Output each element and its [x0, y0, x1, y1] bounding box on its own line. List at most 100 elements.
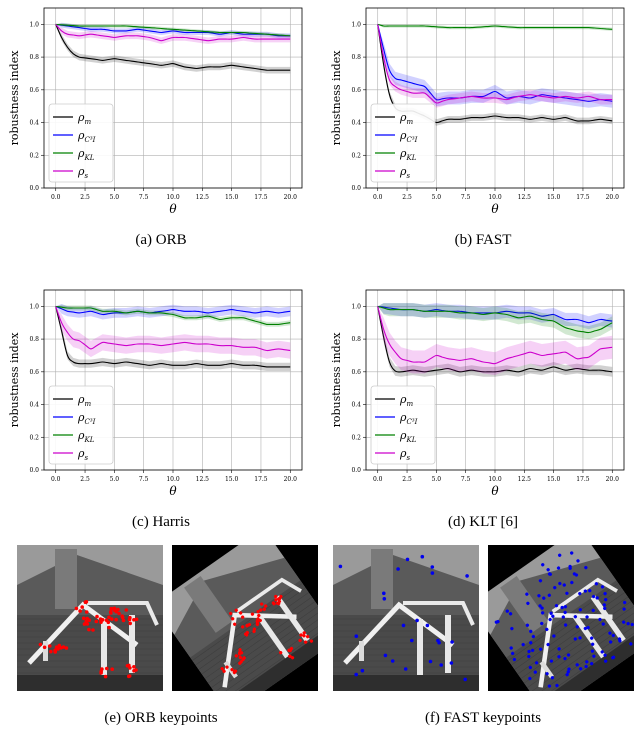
keypoint-dot [574, 573, 579, 577]
y-tick-label: 0.0 [29, 467, 39, 474]
band-kl [377, 303, 613, 340]
brick-course [220, 623, 318, 691]
keypoint-dot [578, 667, 583, 671]
keypoint-dot [529, 641, 533, 645]
keypoint-dot [53, 649, 57, 654]
legend-box [48, 385, 114, 465]
keypoint-dot [570, 580, 574, 585]
keypoint-dot [107, 625, 111, 630]
keypoint-dot [85, 622, 90, 626]
window-trim [539, 660, 554, 679]
x-tick-label: 10.0 [166, 476, 180, 483]
series-line-c3i [55, 23, 291, 37]
keypoint-dot [82, 622, 87, 626]
x-tick-label: 17.5 [254, 194, 268, 201]
keypoint-dot [563, 623, 568, 627]
chart-fast: 0.0 2.5 5.0 7.5 10.0 12.5 15.0 17.5 20.0 0.0 0.2 0.… [330, 7, 625, 216]
x-tick-label: 2.5 [80, 476, 90, 483]
keypoint-dot [299, 633, 303, 637]
keypoint-dot [509, 646, 513, 650]
legend-label: ρs [77, 447, 88, 462]
keypoint-dot [576, 559, 580, 563]
column-right [274, 595, 310, 643]
keypoint-dot [238, 661, 242, 665]
keypoint-dot [302, 634, 306, 638]
keypoint-dot [127, 674, 132, 678]
x-tick-label: 12.5 [518, 476, 532, 483]
brick-course [214, 614, 318, 691]
keypoint-dot [338, 564, 343, 569]
keypoint-dot [238, 611, 243, 615]
keypoint-dot [114, 609, 118, 614]
house-scene [172, 545, 318, 691]
keypoint-dot [568, 566, 572, 570]
column-right [129, 615, 135, 673]
x-axis-label: θ [491, 484, 499, 498]
column-right [590, 595, 626, 643]
fast-keypoints-image-rotated [488, 545, 634, 691]
keypoint-dot [390, 659, 395, 663]
keypoint-dot [49, 649, 53, 654]
keypoint-dot [525, 623, 530, 627]
caption-klt-chart: (d) KLT [6] [448, 514, 518, 530]
keypoint-dot [228, 611, 233, 616]
keypoint-dot [556, 566, 561, 570]
keypoint-dot [527, 649, 531, 654]
keypoint-dot [528, 676, 532, 681]
legend-box [370, 385, 436, 465]
keypoint-dot [566, 670, 570, 674]
keypoint-dot [42, 645, 47, 650]
keypoint-dot [410, 638, 414, 643]
keypoint-dot [84, 610, 89, 614]
keypoint-dot [430, 571, 435, 575]
keypoint-dot [112, 606, 117, 611]
x-tick-label: 10.0 [488, 194, 502, 201]
chimney [500, 576, 549, 633]
keypoint-dot [257, 613, 261, 618]
keypoint-dot [622, 607, 626, 611]
brick-course [514, 592, 625, 670]
keypoint-dot [121, 618, 126, 623]
keypoint-dot [124, 608, 129, 612]
keypoint-dot [603, 653, 607, 657]
band-m [55, 24, 291, 74]
house-scene [488, 545, 634, 691]
x-tick-label: 10.0 [166, 194, 180, 201]
caption-harris-chart: (c) Harris [132, 514, 190, 530]
keypoint-dot [578, 591, 582, 596]
keypoint-dot [91, 628, 95, 632]
keypoint-dot [298, 638, 302, 643]
keypoint-dot [592, 654, 596, 658]
keypoint-dot [540, 621, 544, 626]
brick-course [527, 610, 634, 688]
keypoint-dot [538, 604, 542, 608]
keypoint-dot [354, 634, 359, 638]
y-tick-label: 0.6 [351, 369, 361, 376]
keypoint-dot [546, 642, 550, 647]
keypoint-dot [551, 614, 555, 618]
keypoint-dot [590, 636, 594, 640]
brick-course [533, 619, 634, 691]
legend-box [48, 103, 114, 183]
column-left [417, 619, 423, 677]
keypoint-dot [128, 666, 132, 670]
keypoint-dot [425, 623, 430, 628]
x-tick-label: 12.5 [196, 194, 210, 201]
series-line-s [377, 306, 613, 365]
keypoint-dot [245, 623, 250, 628]
chart-harris: 0.0 2.5 5.0 7.5 10.0 12.5 15.0 17.5 20.0 0.0 0.2 0.… [8, 289, 303, 498]
keypoint-dot [105, 666, 109, 671]
keypoint-dot [531, 634, 536, 639]
x-tick-label: 15.0 [225, 194, 239, 201]
keypoint-dot [103, 674, 108, 679]
keypoint-dot [591, 642, 595, 646]
fascia-trim [235, 577, 302, 613]
keypoint-dot [573, 615, 577, 619]
keypoint-dot [360, 668, 365, 673]
keypoint-dot [132, 618, 136, 622]
keypoint-dot [585, 615, 589, 619]
chimney [371, 549, 393, 609]
keypoint-dot [538, 579, 543, 583]
x-tick-label: 5.0 [110, 194, 120, 201]
keypoint-dot [494, 620, 499, 624]
